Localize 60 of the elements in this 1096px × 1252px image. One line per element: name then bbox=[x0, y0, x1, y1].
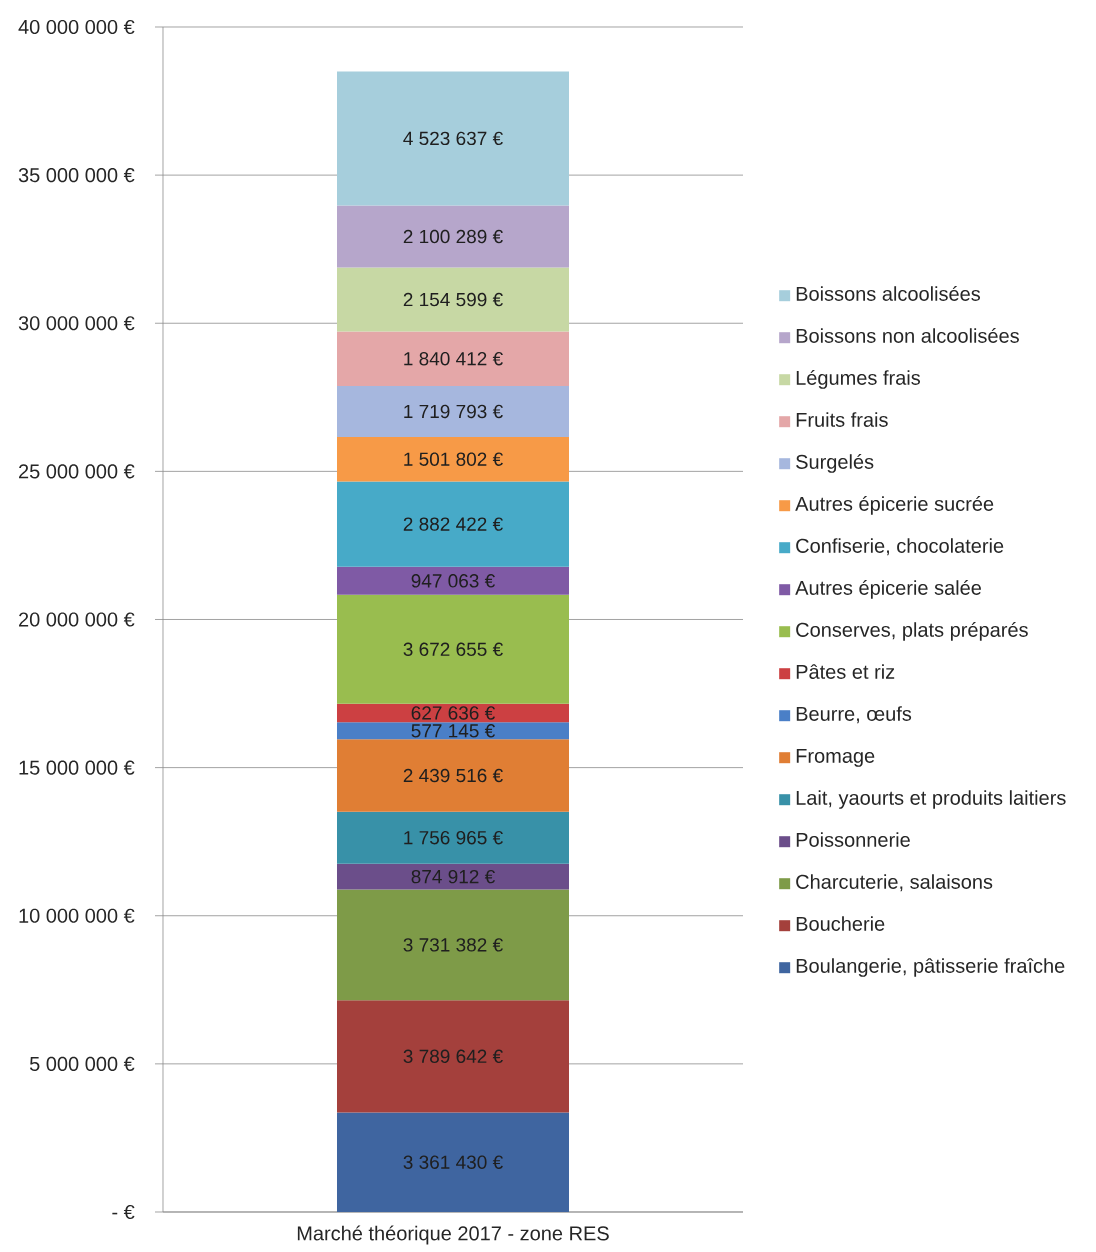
data-label: 3 731 382 € bbox=[403, 938, 503, 952]
y-tick-label: 40 000 000 € bbox=[18, 19, 135, 35]
legend-label: Autres épicerie sucrée bbox=[795, 495, 994, 515]
bar bbox=[337, 889, 569, 1001]
bar bbox=[337, 481, 569, 567]
bar bbox=[337, 739, 569, 812]
legend-label: Autres épicerie salée bbox=[795, 579, 981, 599]
y-tick-label: 35 000 000 € bbox=[18, 168, 135, 183]
bar bbox=[337, 594, 569, 704]
legend-label: Légumes frais bbox=[796, 369, 921, 389]
data-label: 1 840 412 € bbox=[404, 351, 503, 366]
data-label: 627 636 € bbox=[411, 706, 495, 720]
bar bbox=[337, 331, 569, 386]
bar bbox=[337, 811, 569, 864]
bar bbox=[337, 385, 569, 437]
x-tick-label: Marché théorique 2017 - zone RES bbox=[297, 1225, 609, 1245]
y-tick-label: 15 000 000 € bbox=[19, 760, 135, 775]
data-label: 947 063 € bbox=[411, 574, 495, 588]
bar bbox=[337, 71, 569, 206]
y-tick-label: 10 000 000 € bbox=[19, 908, 135, 923]
data-label: 577 145 € bbox=[411, 724, 495, 738]
bar bbox=[337, 436, 569, 482]
bar bbox=[337, 1112, 569, 1212]
legend-label: Lait, yaourts et produits laitiers bbox=[796, 790, 1066, 809]
legend-label: Poissonnerie bbox=[796, 832, 910, 847]
legend-label: Beurre, œufs bbox=[796, 706, 912, 724]
data-label: 2 882 422 € bbox=[403, 517, 503, 531]
bar bbox=[337, 566, 569, 595]
y-tick-label: 5 000 000 € bbox=[29, 1056, 135, 1071]
data-label: 3 672 655 € bbox=[403, 642, 503, 656]
legend-label: Fruits frais bbox=[796, 412, 888, 427]
data-label: 3 789 642 € bbox=[403, 1049, 503, 1064]
data-label: 1 501 802 € bbox=[404, 452, 503, 466]
legend-label: Confiserie, chocolaterie bbox=[796, 538, 1004, 556]
legend-label: Surgelés bbox=[796, 453, 874, 473]
data-label: 2 100 289 € bbox=[403, 229, 503, 244]
legend-label: Fromage bbox=[796, 748, 875, 767]
y-tick-label: 25 000 000 € bbox=[19, 464, 135, 479]
legend-label: Boissons non alcoolisées bbox=[796, 327, 1019, 343]
data-label: 3 361 430 € bbox=[403, 1155, 503, 1169]
legend-label: Charcuterie, salaisons bbox=[796, 874, 993, 892]
data-label: 2 154 599 € bbox=[403, 292, 503, 307]
legend-label: Boucherie bbox=[796, 916, 885, 931]
y-tick-label: - € bbox=[112, 1204, 135, 1220]
y-tick-label: 30 000 000 € bbox=[18, 316, 135, 331]
legend-label: Conserves, plats préparés bbox=[796, 621, 1028, 641]
data-label: 1 756 965 € bbox=[404, 830, 503, 845]
data-label: 2 439 516 € bbox=[403, 768, 503, 783]
data-label: 874 912 € bbox=[411, 869, 495, 884]
legend-label: Boulangerie, pâtisserie fraîche bbox=[796, 958, 1065, 977]
bar bbox=[337, 267, 569, 332]
legend-label: Pâtes et riz bbox=[796, 664, 895, 679]
legend-label: Boissons alcoolisées bbox=[796, 285, 981, 301]
bar bbox=[337, 863, 569, 890]
bar bbox=[337, 205, 569, 268]
bar bbox=[337, 1000, 569, 1113]
bar bbox=[337, 722, 569, 740]
data-label: 4 523 637 € bbox=[403, 131, 503, 146]
data-label: 1 719 793 € bbox=[404, 404, 503, 419]
y-tick-label: 20 000 000 € bbox=[19, 612, 135, 627]
